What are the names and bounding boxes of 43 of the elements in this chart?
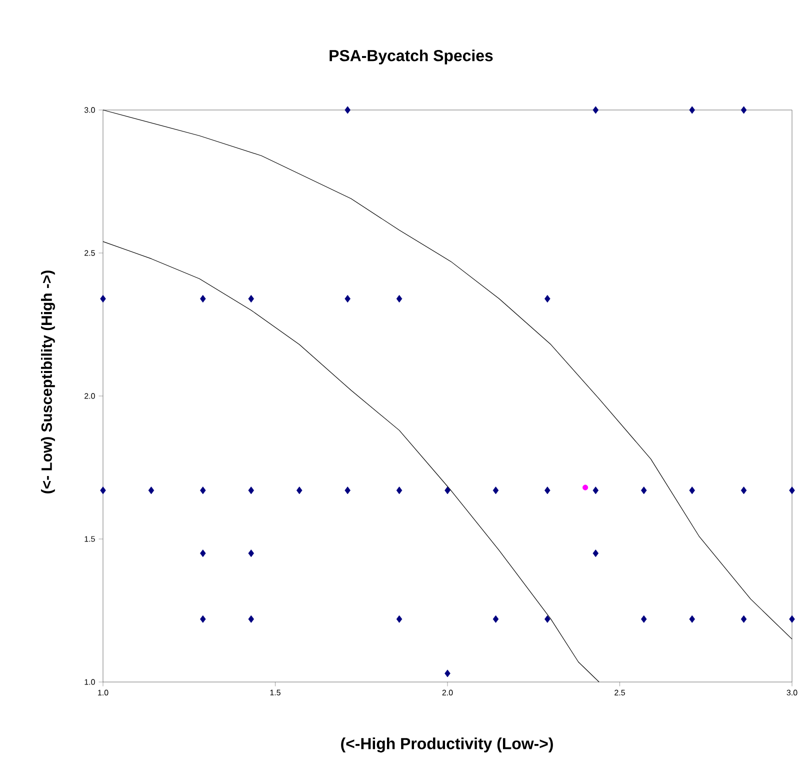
point xyxy=(396,486,402,494)
point xyxy=(200,550,206,558)
point xyxy=(789,486,795,494)
point xyxy=(544,294,550,303)
point xyxy=(544,615,550,623)
point xyxy=(100,294,106,303)
point xyxy=(248,615,254,623)
point xyxy=(248,294,254,303)
point xyxy=(296,486,302,494)
point xyxy=(740,615,747,623)
point xyxy=(492,486,499,494)
point xyxy=(444,486,450,494)
x-axis-title: (<-High Productivity (Low->) xyxy=(341,738,553,752)
point xyxy=(396,294,402,303)
point xyxy=(592,550,599,558)
point xyxy=(740,486,747,494)
point xyxy=(492,615,499,623)
point xyxy=(100,486,106,494)
chart-title: PSA-Bycatch Species xyxy=(330,50,493,64)
point xyxy=(148,486,154,494)
point xyxy=(200,486,206,494)
point xyxy=(444,670,450,678)
point xyxy=(592,486,599,494)
point xyxy=(640,486,647,494)
point xyxy=(248,486,254,494)
y-axis-title: (<- Low) Susceptibility (High ->) xyxy=(41,270,56,494)
point xyxy=(592,106,599,114)
point xyxy=(689,486,695,494)
point xyxy=(582,484,588,490)
point xyxy=(344,106,350,114)
point xyxy=(689,106,695,114)
point xyxy=(248,550,254,558)
point xyxy=(200,294,206,303)
point xyxy=(344,294,350,303)
point xyxy=(200,615,206,623)
point xyxy=(344,486,350,494)
point xyxy=(396,615,402,623)
point xyxy=(640,615,647,623)
point xyxy=(689,615,695,623)
point xyxy=(544,486,550,494)
line-series xyxy=(102,241,600,682)
point xyxy=(789,615,795,623)
point xyxy=(740,106,747,114)
